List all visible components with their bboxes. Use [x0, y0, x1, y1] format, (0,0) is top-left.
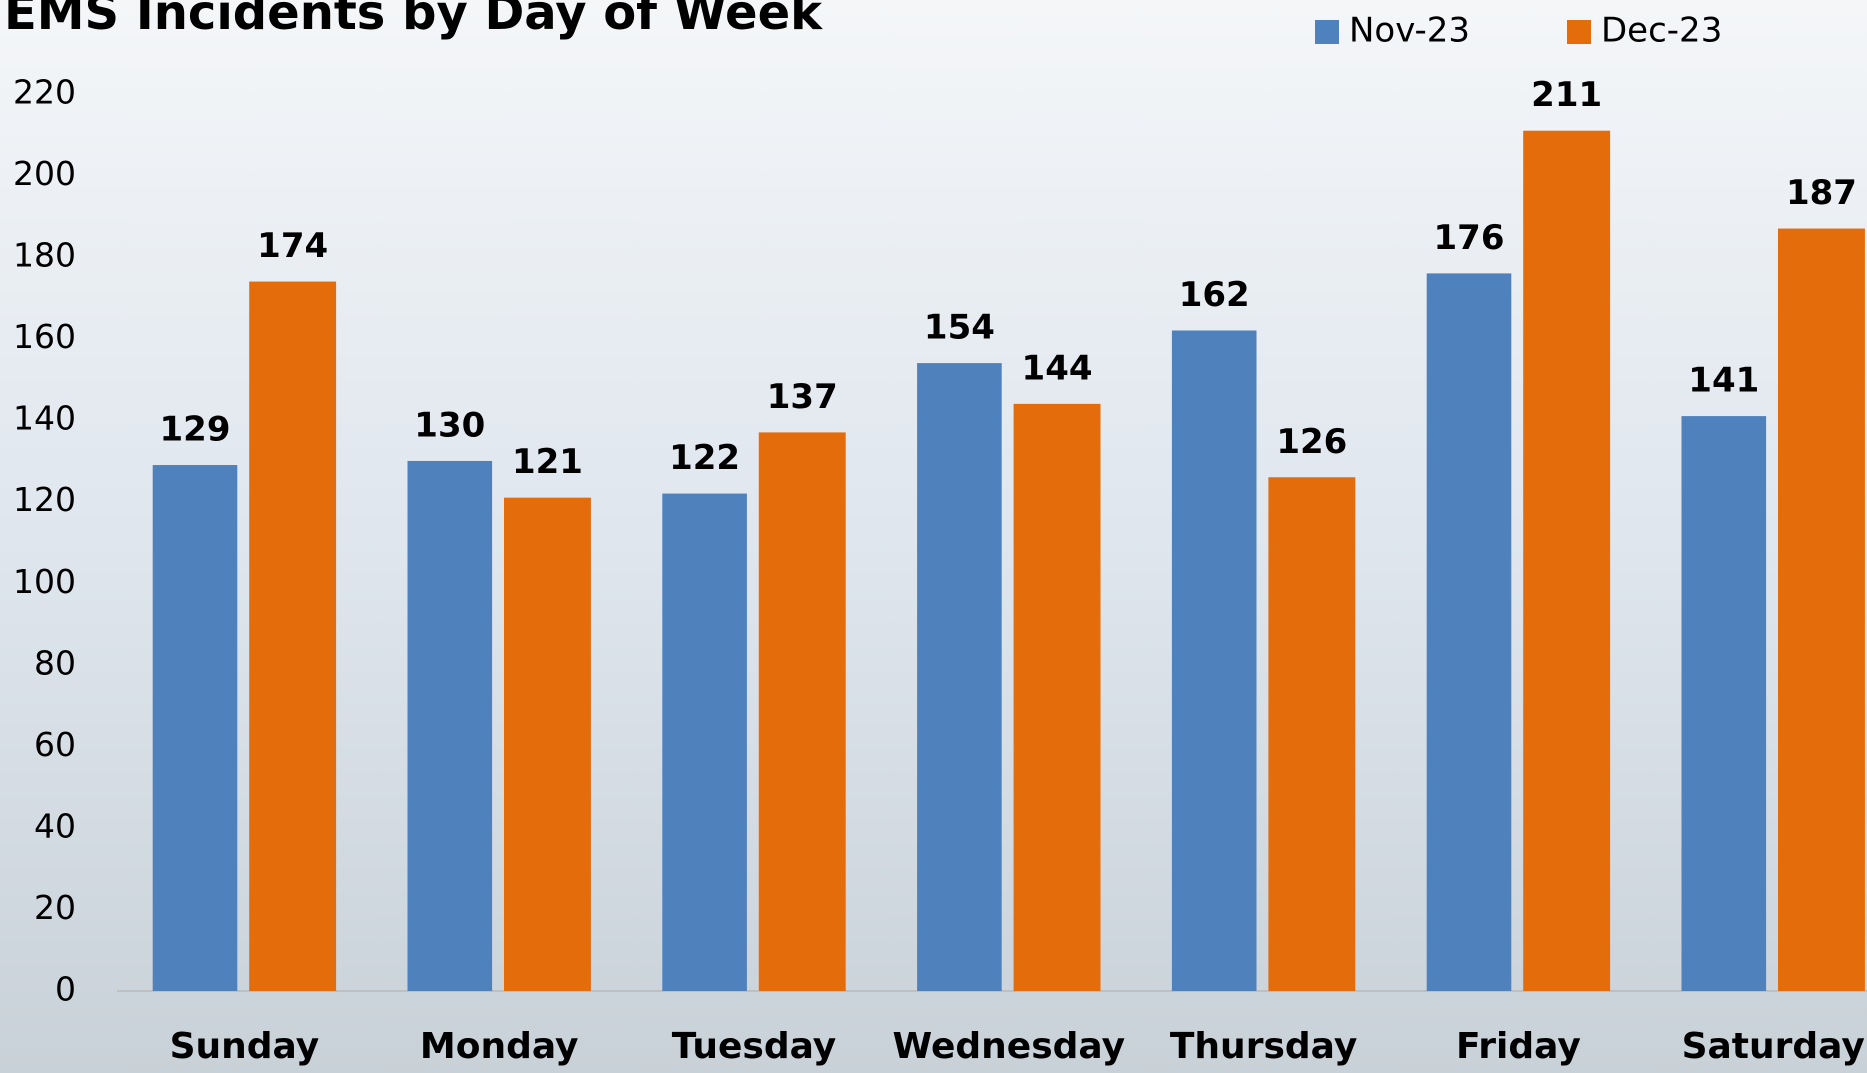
y-tick-label: 140: [13, 399, 76, 438]
bar: [1427, 273, 1512, 991]
legend-label: Dec-23: [1601, 11, 1722, 51]
x-tick-label: Tuesday: [672, 1026, 837, 1067]
value-label: 162: [1179, 275, 1250, 315]
bar: [1268, 477, 1355, 991]
value-label: 130: [414, 405, 485, 445]
y-tick-label: 200: [13, 154, 76, 193]
y-tick-label: 100: [13, 562, 76, 601]
value-label: 211: [1531, 75, 1602, 115]
value-label: 187: [1786, 173, 1857, 213]
x-tick-label: Thursday: [1170, 1026, 1357, 1067]
x-tick-label: Saturday: [1682, 1026, 1865, 1067]
bar: [249, 282, 336, 991]
value-label: 121: [512, 442, 583, 482]
bar: [759, 432, 846, 991]
value-label: 141: [1688, 361, 1759, 401]
bar: [1172, 330, 1257, 991]
value-label: 174: [257, 226, 328, 266]
bar: [1682, 416, 1767, 991]
y-tick-label: 40: [34, 806, 76, 845]
value-label: 137: [767, 377, 838, 417]
y-tick-label: 0: [55, 970, 76, 1009]
x-tick-label: Sunday: [170, 1026, 320, 1067]
bar: [1523, 131, 1610, 991]
bar: [504, 498, 591, 991]
value-label: 176: [1434, 218, 1505, 258]
x-tick-label: Monday: [420, 1026, 579, 1067]
value-label: 144: [1022, 348, 1093, 388]
legend-swatch: [1315, 20, 1339, 44]
bar: [1014, 404, 1101, 991]
bar: [662, 494, 747, 991]
value-label: 154: [924, 308, 995, 348]
bar: [153, 465, 238, 991]
y-tick-label: 80: [34, 643, 76, 682]
legend-label: Nov-23: [1349, 11, 1470, 51]
y-tick-label: 180: [13, 236, 76, 275]
page: {"chart_data": {"type": "bar", "title": …: [0, 0, 1867, 1073]
bar: [917, 363, 1002, 991]
y-tick-label: 120: [13, 480, 76, 519]
y-tick-label: 20: [34, 888, 76, 927]
y-tick-label: 60: [34, 725, 76, 764]
value-label: 126: [1276, 422, 1347, 462]
legend-swatch: [1567, 20, 1591, 44]
y-tick-label: 160: [13, 317, 76, 356]
value-label: 129: [160, 410, 231, 450]
y-tick-label: 220: [13, 73, 76, 112]
x-tick-label: Wednesday: [893, 1026, 1126, 1067]
x-tick-label: Friday: [1456, 1026, 1581, 1067]
chart: EMS Incidents by Day of Week 0 20 40 60 80 10…: [0, 0, 1867, 1073]
value-label: 122: [669, 438, 740, 478]
bar: [408, 461, 493, 991]
chart-title: EMS Incidents by Day of Week: [4, 0, 823, 41]
bar: [1778, 229, 1865, 991]
